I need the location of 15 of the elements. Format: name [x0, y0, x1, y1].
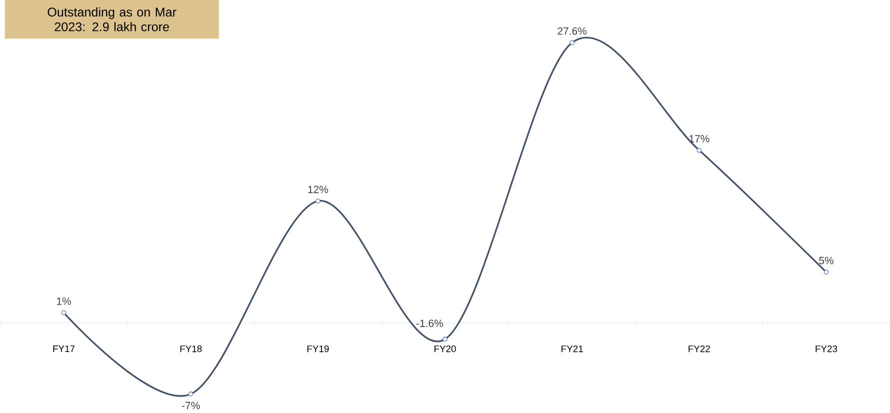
x-tick-label: FY23 — [816, 346, 838, 352]
data-label: -1.6% — [416, 320, 444, 328]
data-label: 12% — [308, 186, 328, 194]
x-tick-label: FY17 — [53, 346, 75, 352]
x-tick-label: FY18 — [180, 346, 202, 352]
data-label: 1% — [56, 298, 71, 305]
data-label: 27.6% — [558, 27, 587, 35]
x-tick-label: FY20 — [434, 346, 456, 352]
x-tick-label: FY22 — [688, 346, 710, 352]
x-tick-label: FY19 — [307, 346, 329, 352]
data-label: -7% — [182, 402, 200, 410]
data-label: 17% — [689, 135, 710, 143]
x-tick-label: FY21 — [562, 346, 583, 352]
text: Outstanding as on Mar 2023: 2.9 lakh crore — [48, 7, 176, 32]
data-label: 5% — [819, 256, 834, 264]
